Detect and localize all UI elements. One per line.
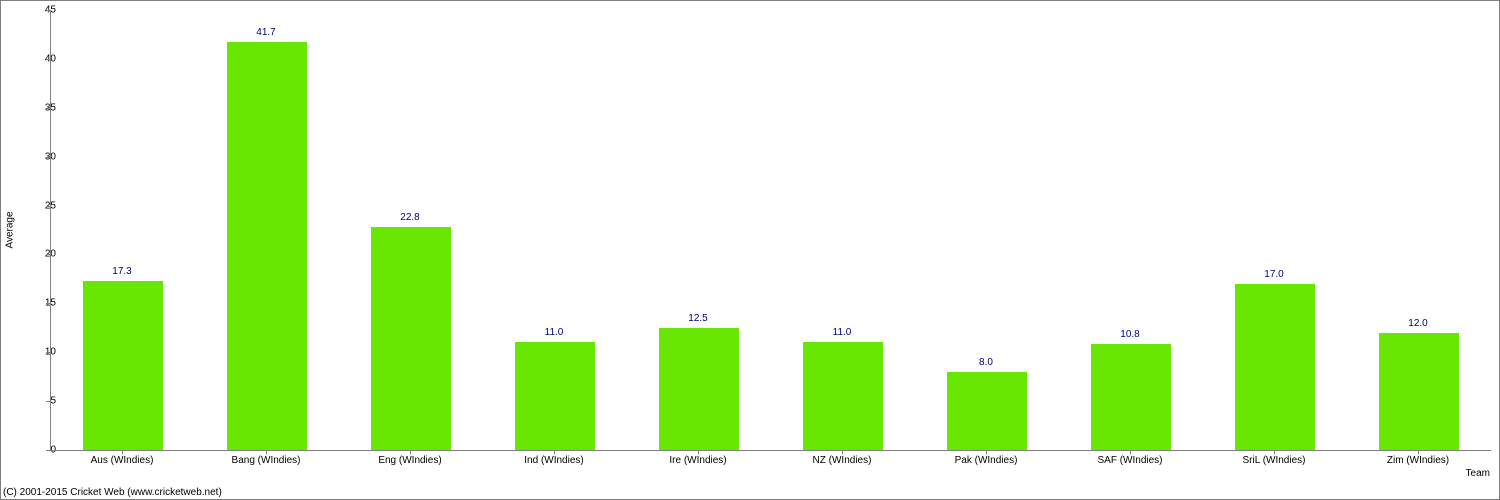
bar-value-label: 41.7 — [256, 27, 275, 38]
y-axis-title: Average — [5, 211, 16, 248]
bar — [659, 328, 738, 450]
bar — [1379, 333, 1458, 450]
x-tick-label: Ire (WIndies) — [669, 455, 726, 466]
x-tick-label: Aus (WIndies) — [91, 455, 154, 466]
plot-area — [50, 10, 1491, 451]
bar-value-label: 17.3 — [112, 266, 131, 277]
bar — [1091, 344, 1170, 450]
bar — [947, 372, 1026, 450]
footer-text: (C) 2001-2015 Cricket Web (www.cricketwe… — [3, 487, 222, 498]
x-tick-label: SriL (WIndies) — [1243, 455, 1306, 466]
bar-value-label: 22.8 — [400, 212, 419, 223]
x-tick-label: Ind (WIndies) — [524, 455, 583, 466]
x-tick-label: Pak (WIndies) — [955, 455, 1018, 466]
x-tick-label: SAF (WIndies) — [1097, 455, 1162, 466]
bar-value-label: 12.5 — [688, 313, 707, 324]
bar — [227, 42, 306, 450]
x-tick-label: Zim (WIndies) — [1387, 455, 1449, 466]
x-tick-label: NZ (WIndies) — [813, 455, 872, 466]
bar-value-label: 11.0 — [833, 327, 852, 338]
bar-value-label: 10.8 — [1120, 329, 1139, 340]
bar-value-label: 8.0 — [979, 357, 993, 368]
x-tick-label: Bang (WIndies) — [232, 455, 301, 466]
x-tick-label: Eng (WIndies) — [378, 455, 441, 466]
x-axis-title: Team — [1466, 468, 1490, 479]
bar — [371, 227, 450, 450]
bar — [1235, 284, 1314, 450]
bar-value-label: 12.0 — [1408, 318, 1427, 329]
bar — [83, 281, 162, 450]
bar-value-label: 11.0 — [545, 327, 564, 338]
bar-value-label: 17.0 — [1264, 269, 1283, 280]
bar — [803, 342, 882, 450]
chart-container: Average Team 051015202530354045 Aus (WIn… — [0, 0, 1500, 500]
bar — [515, 342, 594, 450]
